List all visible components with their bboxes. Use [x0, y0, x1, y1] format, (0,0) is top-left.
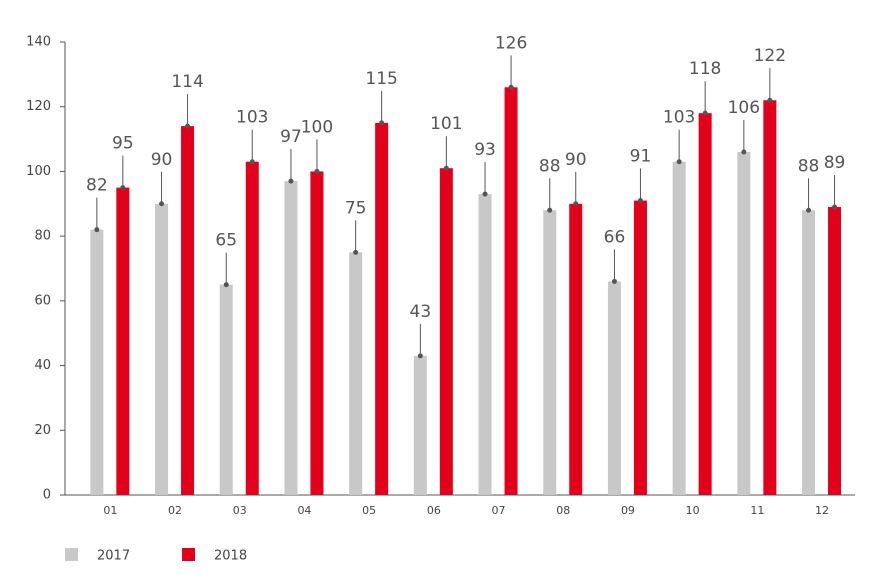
x-tick-label: 09 [621, 504, 635, 517]
leader-dot [508, 84, 514, 90]
bar [219, 284, 233, 495]
bar [413, 355, 427, 495]
bar [439, 168, 453, 495]
y-tick-label: 120 [26, 99, 51, 114]
value-label: 101 [430, 114, 462, 134]
value-label: 97 [280, 127, 302, 147]
x-tick-label: 04 [297, 504, 311, 517]
bar [155, 203, 169, 496]
legend-label: 2017 [97, 549, 130, 564]
bar [698, 113, 712, 495]
leader-dot [741, 149, 747, 155]
y-tick-label: 80 [34, 229, 51, 244]
leader-dot [379, 120, 385, 126]
bar [90, 229, 104, 495]
bar [802, 210, 816, 495]
leader-dot [702, 110, 708, 116]
leader-dot [353, 249, 359, 255]
value-label: 115 [365, 69, 397, 89]
leader-dot [767, 97, 773, 103]
x-tick-label: 10 [686, 504, 700, 517]
leader-dot [288, 178, 294, 184]
leader-dot [547, 207, 553, 213]
x-tick-label: 02 [168, 504, 182, 517]
leader-dot [676, 159, 682, 165]
bar [284, 181, 298, 495]
bar [569, 203, 583, 496]
value-label: 122 [754, 46, 786, 66]
bar [543, 210, 557, 495]
leader-dot [185, 123, 191, 129]
bar [763, 100, 777, 495]
legend-swatch [182, 548, 195, 561]
value-label: 43 [410, 302, 432, 322]
value-label: 93 [474, 140, 496, 160]
legend-swatch [65, 548, 78, 561]
x-tick-label: 05 [362, 504, 376, 517]
value-label: 126 [495, 33, 527, 53]
leader-dot [223, 282, 229, 288]
x-tick-label: 08 [556, 504, 570, 517]
x-tick-label: 12 [815, 504, 829, 517]
leader-dot [637, 198, 643, 204]
x-tick-label: 11 [750, 504, 764, 517]
value-label: 118 [689, 59, 721, 79]
bar [607, 281, 621, 495]
value-label: 90 [151, 150, 173, 170]
leader-dot [611, 278, 617, 284]
y-tick-label: 60 [34, 293, 51, 308]
leader-dot [806, 207, 812, 213]
y-tick-label: 20 [34, 423, 51, 438]
bar [116, 187, 130, 495]
leader-dot [482, 191, 488, 197]
legend-label: 2018 [214, 549, 247, 564]
bar [737, 152, 751, 495]
bar [349, 252, 363, 495]
value-label: 88 [539, 156, 561, 176]
leader-dot [832, 204, 838, 210]
bar [672, 161, 686, 495]
y-tick-label: 40 [34, 358, 51, 373]
leader-dot [159, 201, 165, 207]
value-label: 106 [728, 98, 760, 118]
x-tick-label: 03 [233, 504, 247, 517]
value-label: 91 [630, 147, 652, 167]
value-label: 95 [112, 134, 134, 154]
leader-dot [120, 185, 126, 191]
bar [181, 126, 195, 495]
value-label: 103 [663, 108, 695, 128]
value-label: 88 [798, 156, 820, 176]
bar [310, 171, 324, 495]
value-label: 82 [86, 176, 108, 196]
y-tick-label: 100 [26, 164, 51, 179]
value-label: 100 [301, 117, 333, 137]
bar [504, 87, 518, 496]
bar [633, 200, 647, 496]
y-tick-label: 0 [43, 488, 51, 503]
leader-dot [417, 353, 423, 359]
leader-dot [94, 227, 100, 233]
bar [375, 122, 389, 496]
x-tick-label: 01 [103, 504, 117, 517]
value-label: 66 [604, 227, 626, 247]
leader-dot [249, 159, 255, 165]
x-tick-label: 07 [492, 504, 506, 517]
bar [478, 194, 492, 496]
bar [245, 161, 259, 495]
bar [828, 207, 842, 495]
y-tick-label: 140 [26, 35, 51, 50]
x-tick-label: 06 [427, 504, 441, 517]
leader-dot [573, 201, 579, 207]
leader-dot [443, 165, 449, 171]
value-label: 103 [236, 108, 268, 128]
value-label: 89 [824, 153, 846, 173]
value-label: 90 [565, 150, 587, 170]
value-label: 75 [345, 198, 367, 218]
value-label: 65 [215, 231, 237, 251]
leader-dot [314, 168, 320, 174]
value-label: 114 [171, 72, 203, 92]
